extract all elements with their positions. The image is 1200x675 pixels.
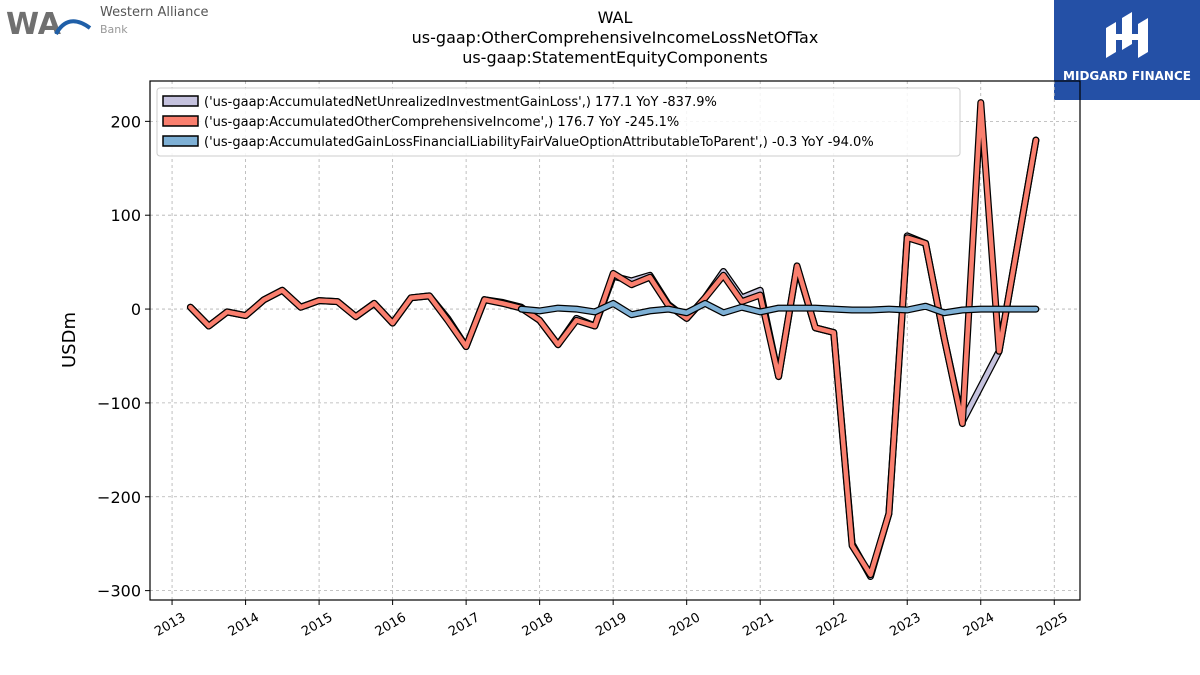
legend: ('us-gaap:AccumulatedNetUnrealizedInvest…	[156, 87, 961, 157]
x-axis-ticks: 2013 2014 2015 2016 2017 2018 2019 2020 2021 2022…	[152, 600, 1071, 640]
x-tick-label: 2022	[814, 610, 850, 640]
x-tick-label: 2019	[593, 610, 629, 640]
legend-swatch	[162, 135, 199, 147]
grid-lines	[150, 81, 1080, 600]
y-axis-ticks: 200 100 0 −100 −200 −300	[97, 112, 150, 601]
y-tick-label: −200	[97, 488, 141, 507]
midgard-finance-text: MIDGARD FINANCE	[1063, 69, 1191, 83]
x-tick-label: 2021	[740, 610, 776, 640]
x-tick-label: 2020	[667, 610, 703, 640]
x-tick-label: 2014	[226, 610, 262, 640]
chart-title-ticker: WAL	[597, 8, 633, 27]
y-axis-label: USDm	[59, 312, 80, 368]
legend-entry: ('us-gaap:AccumulatedGainLossFinancialLi…	[204, 135, 874, 150]
x-tick-label: 2013	[152, 610, 188, 640]
logo-name-line2: Bank	[100, 23, 128, 36]
y-tick-label: −100	[97, 394, 141, 413]
legend-entry: ('us-gaap:AccumulatedNetUnrealizedInvest…	[204, 95, 717, 110]
western-alliance-logo: WA Western Alliance Bank	[6, 4, 236, 44]
x-tick-label: 2023	[887, 610, 923, 640]
series-2-line	[519, 301, 1039, 317]
y-tick-label: 0	[131, 300, 141, 319]
y-tick-label: 100	[110, 206, 141, 225]
chart-title-block: WAL us-gaap:OtherComprehensiveIncomeLoss…	[0, 8, 1200, 68]
midgard-mark-icon	[1106, 12, 1148, 58]
x-tick-label: 2016	[373, 610, 409, 640]
x-tick-label: 2025	[1034, 610, 1070, 640]
legend-entry: ('us-gaap:AccumulatedOtherComprehensiveI…	[204, 115, 679, 130]
chart-title-concept: us-gaap:OtherComprehensiveIncomeLossNetO…	[411, 28, 819, 47]
logo-name-line1: Western Alliance	[100, 5, 209, 20]
svg-text:WA: WA	[6, 7, 62, 40]
plot-frame	[149, 80, 1081, 601]
wa-mark-icon: WA	[6, 7, 92, 42]
x-tick-label: 2017	[446, 610, 482, 640]
series-lines	[186, 99, 1040, 580]
chart-title-axis: us-gaap:StatementEquityComponents	[462, 48, 768, 67]
y-tick-label: 200	[110, 112, 141, 131]
legend-box	[156, 87, 961, 157]
midgard-finance-logo: MIDGARD FINANCE	[1054, 0, 1200, 100]
x-tick-label: 2018	[520, 610, 556, 640]
x-tick-label: 2015	[299, 610, 335, 640]
x-tick-label: 2024	[961, 610, 997, 640]
legend-swatch	[162, 95, 199, 107]
legend-swatch	[162, 115, 199, 127]
y-tick-label: −300	[97, 582, 141, 601]
series-1-line	[188, 100, 1039, 577]
